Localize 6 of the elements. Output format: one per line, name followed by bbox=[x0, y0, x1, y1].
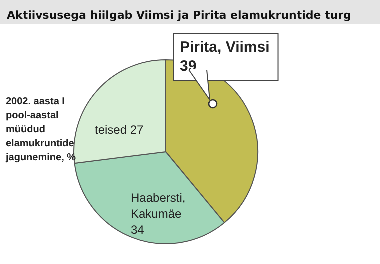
chart-title: Aktiivsusega hiilgab Viimsi ja Pirita elamukruntide turg bbox=[7, 9, 352, 22]
slice-label: Haabersti, Kakumäe bbox=[131, 191, 186, 221]
slice-label: Pirita, Viimsi bbox=[180, 39, 270, 56]
slice-label: teised bbox=[95, 123, 130, 137]
data-label: 27 bbox=[130, 123, 144, 137]
data-label: 34 bbox=[131, 223, 145, 237]
